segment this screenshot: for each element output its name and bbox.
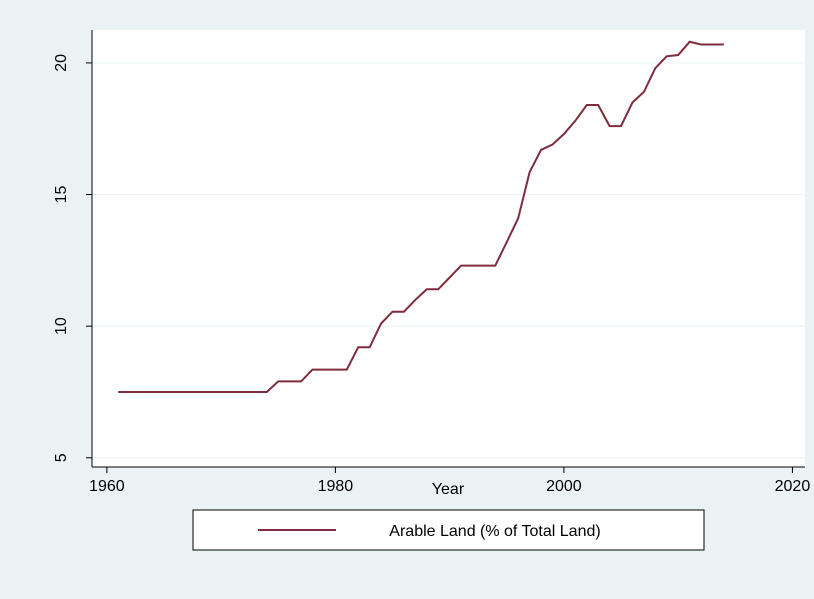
x-axis-label: Year xyxy=(432,481,465,498)
y-tick-label: 5 xyxy=(53,453,70,462)
y-tick-label: 15 xyxy=(53,186,70,204)
y-tick-label: 10 xyxy=(53,317,70,335)
data-line xyxy=(118,40,724,393)
x-tick-label: 2020 xyxy=(775,478,811,495)
x-tick-label: 1980 xyxy=(318,478,354,495)
y-tick-label: 20 xyxy=(53,54,70,72)
plot-area xyxy=(92,30,805,467)
x-tick-label: 1960 xyxy=(89,478,125,495)
legend-label: Arable Land (% of Total Land) xyxy=(389,523,600,540)
x-tick-label: 2000 xyxy=(546,478,582,495)
